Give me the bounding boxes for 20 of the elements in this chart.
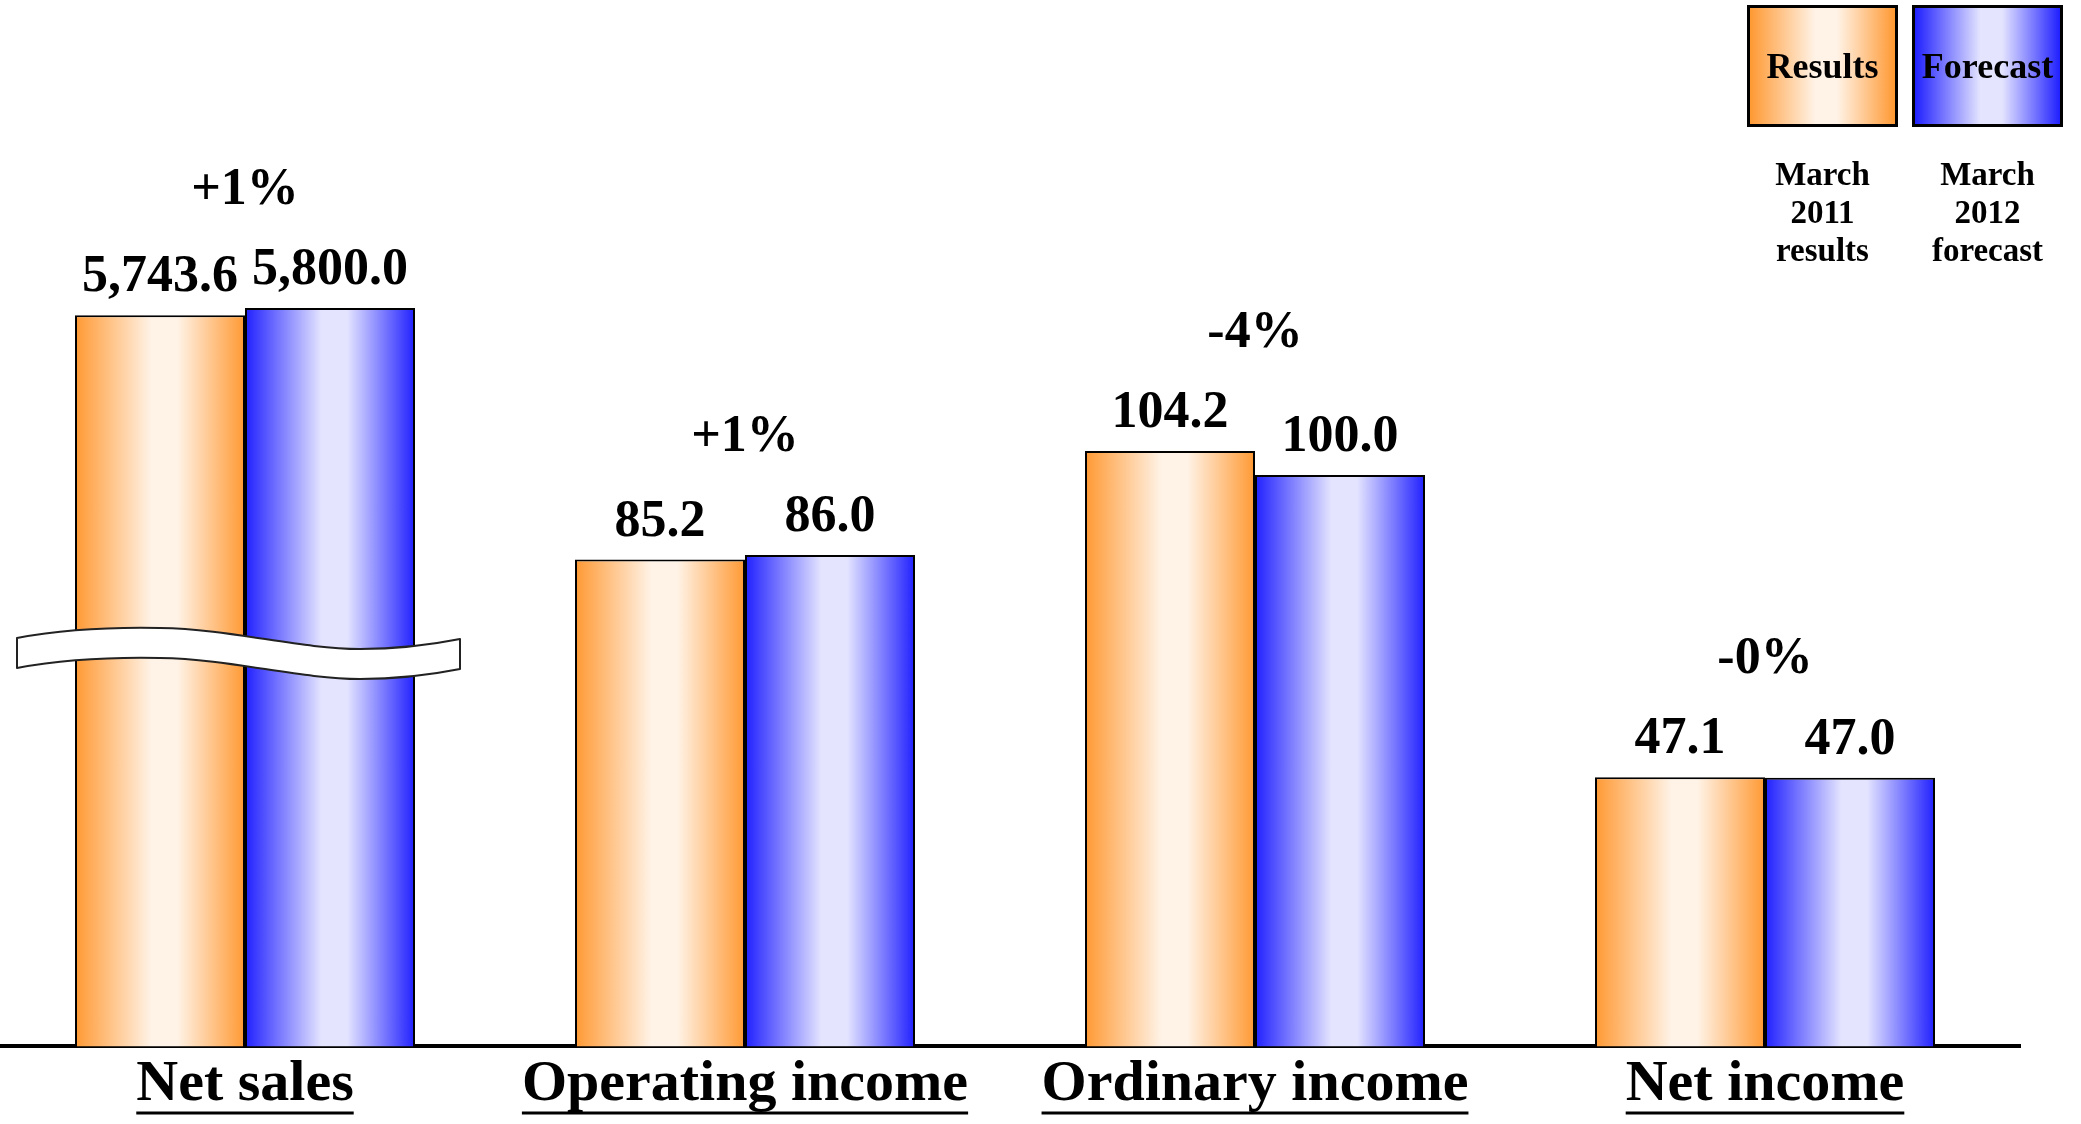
data-label: 86.0: [784, 484, 876, 542]
data-label: 100.0: [1281, 405, 1399, 462]
text: +1%: [191, 158, 299, 215]
data-label: 47.0: [1804, 707, 1896, 765]
data-label: 47.1: [1634, 707, 1726, 765]
data-label: 104.2: [1111, 381, 1229, 438]
data-label: 85.2: [614, 489, 706, 547]
text: Results: [1766, 45, 1879, 87]
x-tick-label: Operating income: [521, 1048, 969, 1114]
x-tick-label: Net income: [1625, 1048, 1905, 1114]
x-tick-label: Ordinary income: [1041, 1048, 1469, 1114]
data-label: 5,800.0: [252, 238, 408, 295]
text: March 2011 results: [1774, 155, 1871, 269]
annotation: -0%: [1717, 627, 1813, 685]
text: Forecast: [1921, 45, 2054, 87]
x-tick-label: Net sales: [136, 1048, 354, 1114]
text: March 2012 forecast: [1930, 155, 2045, 269]
data-label: 5,743.6: [82, 245, 238, 303]
text: -4%: [1207, 301, 1303, 358]
annotation: +1%: [691, 404, 799, 462]
